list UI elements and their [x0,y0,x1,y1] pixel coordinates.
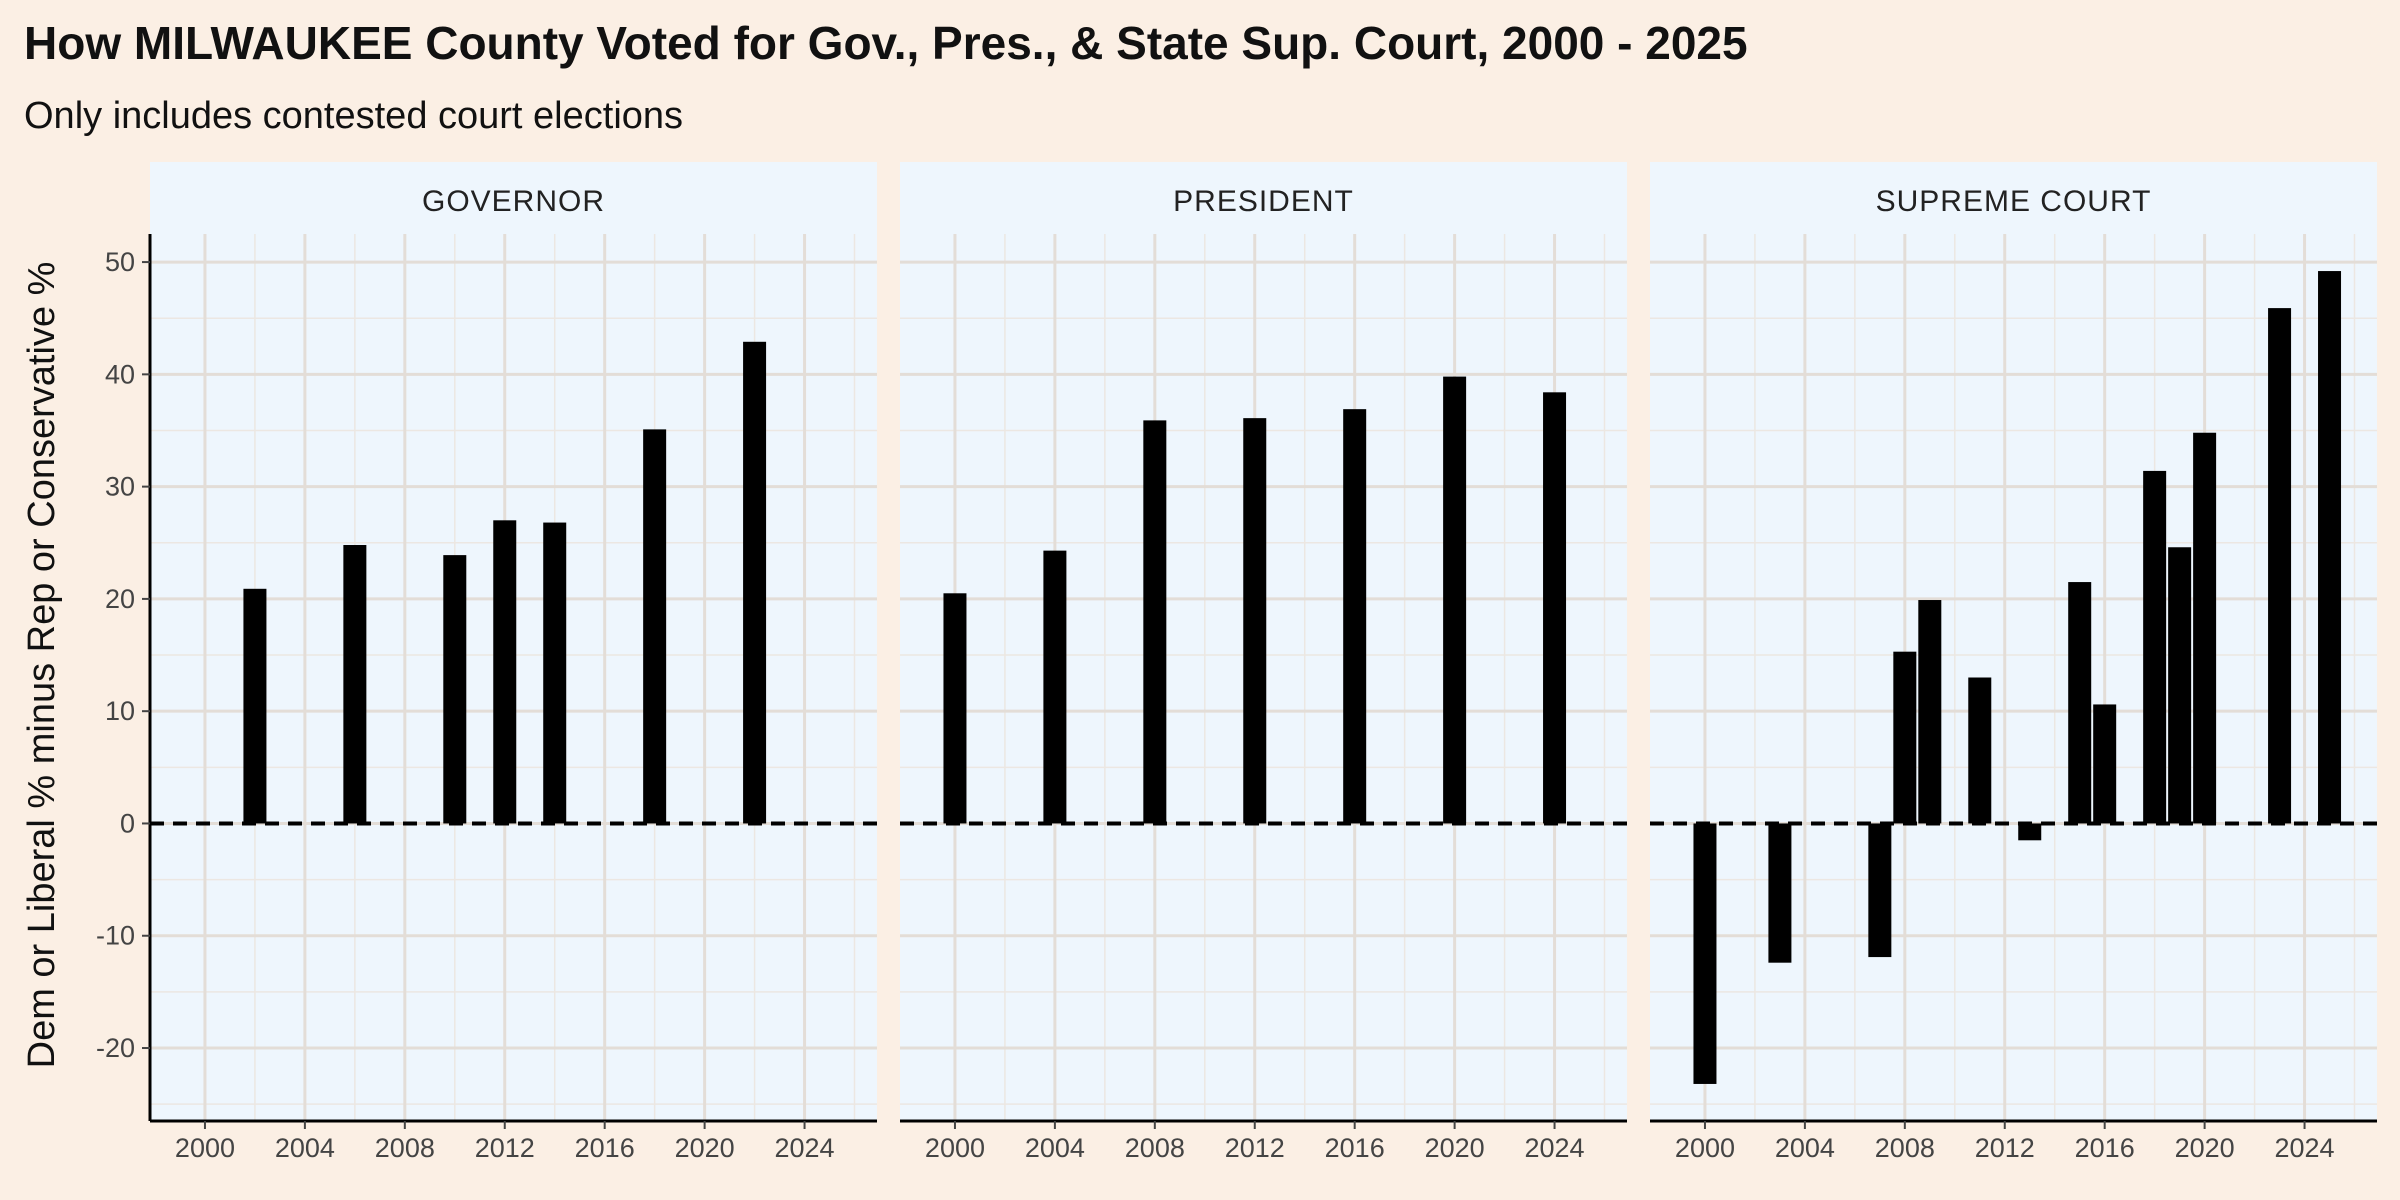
facet-strip-label: GOVERNOR [422,185,605,218]
bar [943,593,967,824]
bar [1918,600,1942,824]
x-tick-label: 2020 [2175,1133,2235,1163]
bar [1143,420,1167,824]
x-tick-label: 2012 [1225,1133,1285,1163]
bar [1868,823,1892,958]
x-tick-label: 2020 [1425,1133,1485,1163]
y-tick-label: -10 [96,921,135,951]
bar [343,545,367,824]
x-tick-label: 2000 [175,1133,235,1163]
facet-panels: GOVERNOR 2000 2004 2008 2012 2016 2020 2024 -20 -… [96,162,2377,1163]
y-tick-label: 10 [105,696,135,726]
x-tick-label: 2000 [925,1133,985,1163]
chart-title: How MILWAUKEE County Voted for Gov., Pre… [24,17,1748,69]
panel-governor: GOVERNOR 2000 2004 2008 2012 2016 2020 2024 -20 -… [96,162,877,1163]
bar [1968,677,1992,824]
bar [2018,823,2042,841]
x-tick-label: 2016 [2075,1133,2135,1163]
bar [1443,376,1467,824]
bar [243,588,267,824]
chart-subtitle: Only includes contested court elections [24,95,683,137]
bar [1243,418,1267,824]
bar [1893,651,1917,824]
x-tick-label: 2004 [1775,1133,1835,1163]
bar [493,520,517,824]
x-tick-label: 2016 [575,1133,635,1163]
x-tick-label: 2000 [1675,1133,1735,1163]
y-tick-label: 50 [105,247,135,277]
bar [2168,547,2192,824]
x-tick-label: 2020 [675,1133,735,1163]
bar [1343,409,1367,824]
x-tick-label: 2008 [1875,1133,1935,1163]
bar [2093,704,2117,824]
panel-supreme-court: SUPREME COURT 2000 2004 2008 2012 2016 2020 202… [1650,162,2377,1163]
x-tick-label: 2004 [275,1133,335,1163]
x-tick-label: 2024 [2275,1133,2335,1163]
y-tick-label: 30 [105,472,135,502]
bar [743,341,767,824]
bar [2268,308,2292,824]
facet-strip-label: SUPREME COURT [1876,185,2152,218]
bar [643,429,667,824]
x-tick-label: 2024 [1525,1133,1585,1163]
bar [1693,823,1717,1084]
facet-strip [1650,162,2377,234]
y-tick-label: 40 [105,359,135,389]
bar [1543,392,1567,824]
x-tick-label: 2012 [475,1133,535,1163]
bar [1768,823,1792,963]
y-tick-label: 0 [120,808,135,838]
bar [543,522,567,824]
y-axis-label: Dem or Liberal % minus Rep or Conservati… [21,262,63,1069]
bar [2318,271,2342,824]
panel-president: PRESIDENT 2000 2004 2008 2012 2016 2020 2024 [900,162,1627,1163]
x-tick-label: 2004 [1025,1133,1085,1163]
x-tick-label: 2008 [375,1133,435,1163]
plot-background [1650,234,2377,1121]
x-tick-label: 2024 [775,1133,835,1163]
bar [1043,550,1067,824]
facet-strip [150,162,877,234]
x-tick-label: 2008 [1125,1133,1185,1163]
bar [443,555,467,824]
y-tick-label: -20 [96,1033,135,1063]
bar [2068,582,2092,824]
y-tick-label: 20 [105,584,135,614]
bar [2193,432,2217,824]
x-tick-label: 2012 [1975,1133,2035,1163]
bar [2143,470,2167,824]
facet-strip-label: PRESIDENT [1173,185,1354,218]
x-tick-label: 2016 [1325,1133,1385,1163]
facet-strip [900,162,1627,234]
